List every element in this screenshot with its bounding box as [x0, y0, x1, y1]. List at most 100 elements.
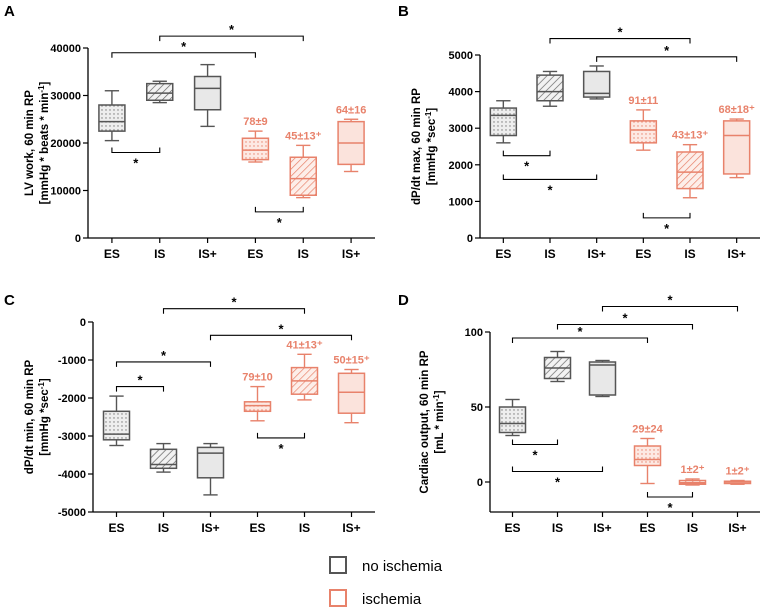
x-tick-label: IS — [544, 247, 555, 261]
significance-star: * — [667, 500, 673, 515]
legend-label-no-ischemia: no ischemia — [362, 558, 443, 575]
y-tick-label: 5000 — [449, 50, 473, 62]
box-plot — [543, 350, 572, 383]
significance-star: * — [555, 475, 561, 490]
x-tick-label: IS+ — [342, 521, 360, 535]
panel-letter: D — [398, 292, 409, 309]
significance-bracket: * — [256, 432, 306, 456]
box-plot — [337, 368, 366, 424]
x-tick-label: IS — [552, 521, 563, 535]
y-tick-label: -5000 — [58, 507, 86, 519]
y-axis-label: dP/dt max, 60 min RP [mmHg *sec-1] — [411, 88, 438, 205]
panel-c: CdP/dt min, 60 min RP [mmHg *sec-1] -5000 -… — [4, 292, 375, 535]
box-iqr — [629, 120, 658, 144]
significance-star: * — [133, 156, 139, 171]
legend-label-ischemia: ischemia — [362, 591, 422, 608]
x-tick-label: ES — [247, 247, 263, 261]
x-tick-label: IS — [299, 521, 310, 535]
y-tick-label: 10000 — [50, 186, 81, 198]
x-tick-label: IS+ — [728, 521, 746, 535]
box-iqr — [102, 410, 131, 441]
percent-annotation: 29±24 — [632, 424, 663, 436]
box-plot — [722, 118, 751, 179]
box-plot — [102, 395, 131, 447]
legend-swatch-ischemia — [329, 589, 347, 607]
box-plot — [489, 100, 518, 144]
box-plot — [337, 118, 365, 173]
x-tick-label: ES — [635, 247, 651, 261]
box-plot — [629, 109, 658, 151]
box-plot — [290, 353, 319, 401]
significance-bracket: * — [111, 147, 161, 171]
significance-star: * — [278, 441, 284, 456]
box-iqr — [241, 137, 270, 161]
significance-star: * — [532, 448, 538, 463]
significance-bracket: * — [642, 212, 691, 236]
box-iqr — [196, 446, 225, 479]
box-plot — [146, 80, 174, 104]
box-iqr — [337, 372, 366, 414]
box-plot — [149, 442, 178, 473]
y-tick-label: 100 — [465, 327, 483, 339]
percent-annotation: 1±2⁺ — [680, 464, 704, 476]
significance-star: * — [231, 295, 237, 310]
x-tick-label: IS+ — [198, 247, 216, 261]
significance-bracket: * — [511, 439, 559, 463]
box-iqr — [489, 107, 518, 137]
y-tick-label: 30000 — [50, 91, 81, 103]
box-iqr — [498, 406, 527, 434]
percent-annotation: 68±18⁺ — [719, 104, 756, 116]
significance-bracket: * — [254, 206, 304, 230]
box-plot — [196, 442, 225, 496]
y-tick-label: 0 — [477, 477, 483, 489]
percent-annotation: 79±10 — [242, 372, 273, 384]
significance-star: * — [547, 182, 553, 197]
box-iqr — [243, 401, 272, 413]
percent-annotation: 45±13⁺ — [285, 130, 322, 142]
panel-letter: A — [4, 3, 15, 20]
y-tick-label: -3000 — [58, 431, 86, 443]
significance-bracket: * — [502, 174, 598, 197]
percent-annotation: 1±2⁺ — [725, 466, 749, 478]
legend-swatch-no-ischemia — [329, 556, 347, 574]
box-plot — [723, 479, 752, 485]
significance-bracket: * — [209, 321, 353, 341]
y-tick-label: -4000 — [58, 469, 86, 481]
x-tick-label: IS — [684, 247, 695, 261]
x-tick-label: IS — [154, 247, 165, 261]
significance-star: * — [181, 39, 187, 54]
percent-annotation: 41±13⁺ — [286, 339, 323, 351]
percent-annotation: 91±11 — [628, 95, 658, 107]
y-tick-label: 40000 — [50, 43, 81, 55]
y-tick-label: 50 — [471, 402, 483, 414]
panel-letter: B — [398, 3, 409, 20]
y-axis-label: dP/dt min, 60 min RP [mmHg *sec-1] — [24, 359, 51, 474]
significance-star: * — [524, 159, 530, 174]
x-tick-label: IS — [298, 247, 309, 261]
box-iqr — [588, 361, 617, 396]
box-iqr — [193, 75, 222, 111]
percent-annotation: 50±15⁺ — [333, 355, 370, 367]
significance-bracket: * — [511, 466, 604, 490]
percent-annotation: 43±13⁺ — [672, 130, 709, 142]
box-iqr — [536, 74, 564, 102]
significance-bracket: * — [162, 295, 306, 314]
y-tick-label: 0 — [75, 233, 81, 245]
significance-bracket: * — [115, 348, 212, 367]
significance-bracket: * — [502, 150, 551, 174]
box-iqr — [98, 104, 126, 132]
y-tick-label: 0 — [467, 233, 473, 245]
y-tick-label: -1000 — [58, 355, 86, 367]
x-tick-label: IS+ — [342, 247, 360, 261]
y-tick-label: -2000 — [58, 393, 86, 405]
box-plot — [678, 478, 707, 486]
significance-star: * — [278, 321, 284, 336]
x-tick-label: ES — [504, 521, 520, 535]
percent-annotation: 64±16 — [336, 104, 367, 116]
significance-star: * — [664, 221, 670, 236]
box-plot — [588, 359, 617, 398]
significance-star: * — [229, 22, 235, 37]
panel-d: D Cardiac output, 60 min RP [mL * min-1] 0 5… — [398, 292, 760, 535]
significance-star: * — [137, 373, 143, 388]
